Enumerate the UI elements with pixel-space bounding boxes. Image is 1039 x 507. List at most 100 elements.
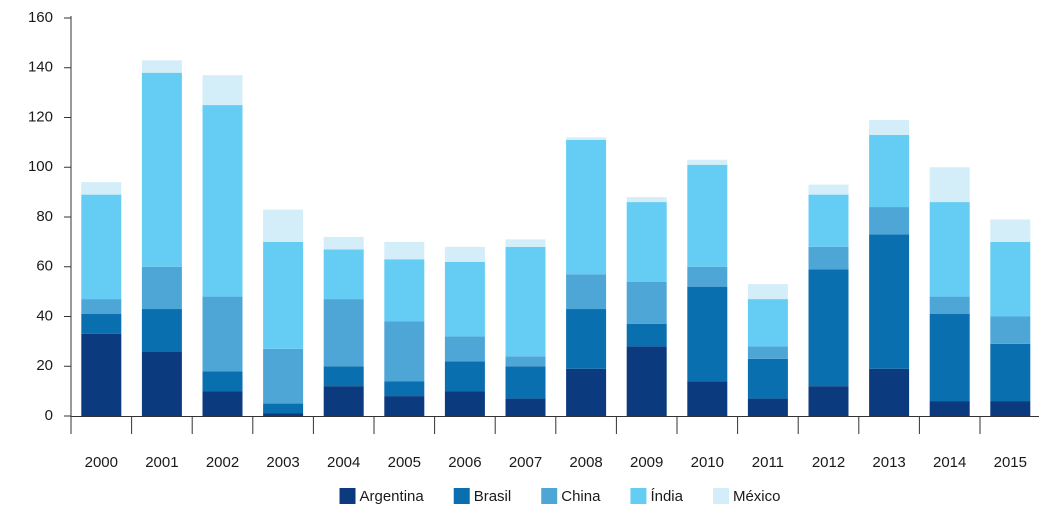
bar-segment [869,234,910,369]
x-tick-label: 2015 [994,454,1027,471]
y-tick-label: 80 [36,208,53,225]
x-tick-label: 2005 [388,454,421,471]
bar-segment [202,296,243,372]
bar-segment [808,194,849,247]
bar-segment [141,72,182,267]
bar-segment [323,386,364,416]
bar-segment [929,401,970,416]
bar-segment [202,75,243,106]
bar-segment [687,159,728,165]
bar-segment [869,368,910,416]
bar-segment [990,343,1031,402]
bar-segment [869,119,910,135]
bar-segment [81,314,122,334]
bar-segment [202,371,243,392]
x-tick-label: 2012 [812,454,845,471]
x-tick-label: 2004 [327,454,360,471]
bar-segment [929,314,970,402]
y-tick-label: 60 [36,258,53,275]
y-tick-label: 140 [28,59,53,76]
bar-segment [323,236,364,250]
bar-segment [626,197,667,203]
bar-segment [687,381,728,416]
bar-segment [808,386,849,416]
bar-segment [990,241,1031,317]
bar-segment [505,246,546,357]
bar-segment [929,296,970,315]
bar-segment [384,381,425,397]
bar-segment [263,241,304,349]
bar-segment [141,351,182,416]
bar-segment [626,281,667,324]
bar-segment [81,333,122,416]
x-tick-label: 2014 [933,454,966,471]
x-tick-label: 2000 [85,454,118,471]
bar-segment [444,336,485,362]
bar-segment [384,321,425,382]
bar-segment [263,413,304,416]
y-tick-label: 160 [28,9,53,26]
bar-segment [81,194,122,300]
x-tick-label: 2009 [630,454,663,471]
bar-segment [990,219,1031,242]
bar-segment [323,299,364,367]
bar-segment [626,202,667,282]
legend-swatch [712,488,729,504]
x-tick-label: 2013 [872,454,905,471]
bar-segment [929,167,970,203]
bar-segment [444,391,485,416]
y-tick-label: 20 [36,357,53,374]
bar-segment [808,184,849,195]
legend-swatch [541,488,558,504]
bar-segment [687,286,728,382]
bar-segment [566,368,607,416]
bar-segment [81,182,122,195]
bar-segment [626,323,667,347]
legend-label: Argentina [360,488,425,505]
bar-segment [869,134,910,208]
bar-segment [747,358,788,399]
bar-segment [263,209,304,242]
y-tick-label: 40 [36,307,53,324]
legend-label: Brasil [474,488,512,505]
bar-segment [444,246,485,262]
bar-segment [202,105,243,297]
legend-swatch [339,488,356,504]
bar-segment [747,284,788,300]
y-tick-label: 0 [45,407,53,424]
bar-segment [808,246,849,270]
bar-segment [808,269,849,387]
bar-segment [687,266,728,287]
bar-segment [626,346,667,416]
bar-segment [747,299,788,347]
bar-segment [566,139,607,275]
bar-segment [505,366,546,399]
y-tick-label: 100 [28,158,53,175]
bar-segment [323,249,364,300]
bar-segment [323,366,364,387]
bar-segment [747,398,788,416]
bar-segment [990,316,1031,344]
bar-segment [747,346,788,359]
bar-segment [384,241,425,260]
y-tick-label: 120 [28,108,53,125]
bar-segment [566,309,607,369]
x-tick-label: 2007 [509,454,542,471]
legend-label: Índia [650,488,683,505]
x-tick-label: 2001 [145,454,178,471]
bar-segment [263,348,304,404]
legend-label: México [733,488,781,505]
bar-segment [929,202,970,297]
bar-segment [263,403,304,414]
x-tick-label: 2006 [448,454,481,471]
bar-segment [444,261,485,337]
bar-segment [384,396,425,416]
bar-segment [384,259,425,322]
bar-segment [141,309,182,352]
bar-segment [444,361,485,392]
bar-segment [566,274,607,310]
bar-segment [687,164,728,267]
bar-segment [141,266,182,310]
